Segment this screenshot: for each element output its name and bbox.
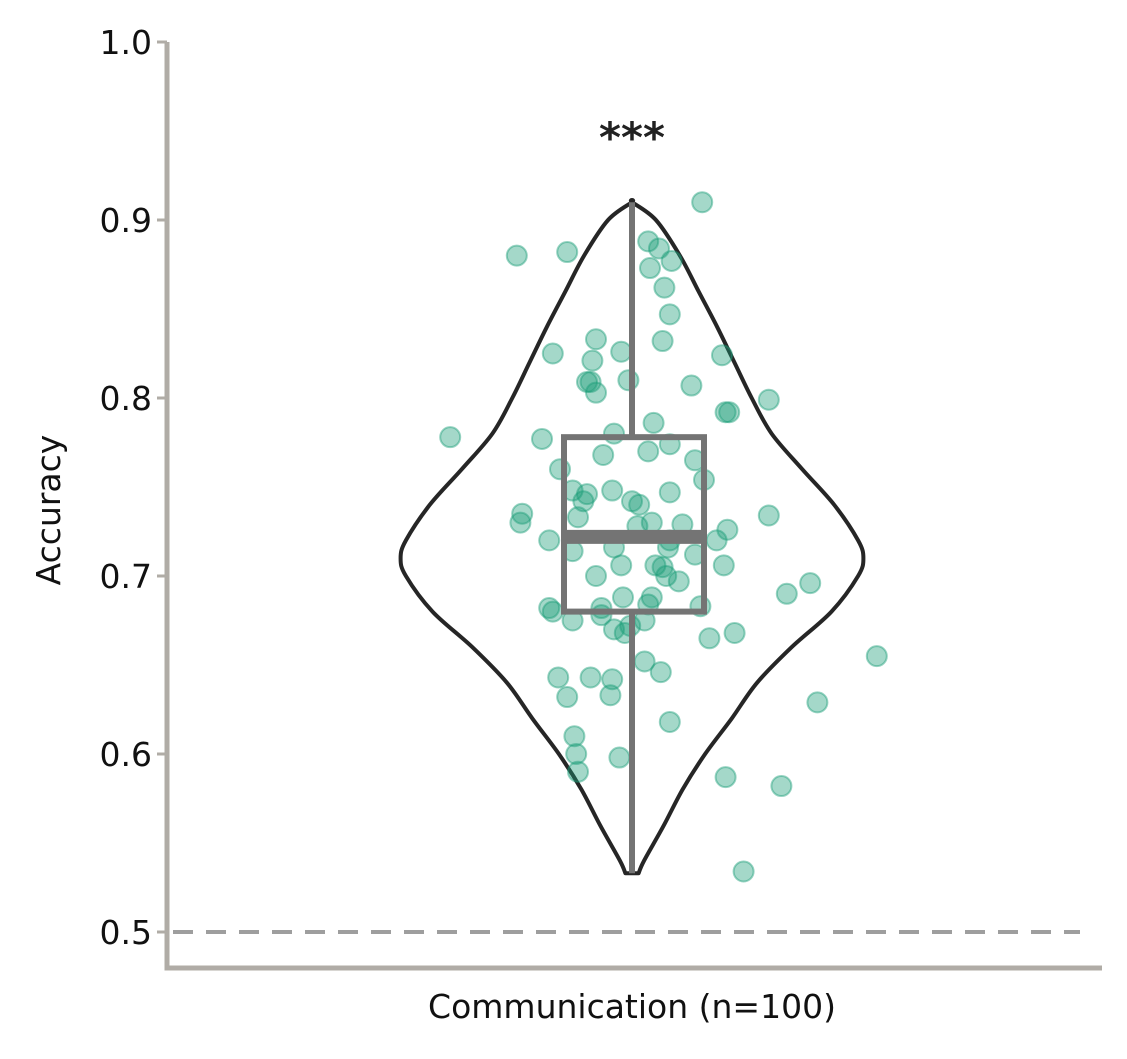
data-point — [705, 529, 728, 552]
data-point — [640, 511, 663, 534]
data-point — [718, 401, 741, 424]
y-tick-label: 0.6 — [100, 735, 152, 774]
data-point — [775, 582, 798, 605]
data-point — [698, 627, 721, 650]
data-point — [585, 328, 607, 351]
data-point — [806, 691, 829, 714]
data-points — [439, 191, 888, 883]
data-point — [651, 556, 674, 579]
data-point — [556, 241, 579, 264]
data-point — [603, 422, 625, 445]
data-point — [556, 686, 579, 709]
data-point — [610, 340, 633, 363]
data-point — [658, 710, 681, 733]
data-point — [585, 565, 607, 587]
data-point — [639, 257, 661, 280]
data-point — [541, 342, 564, 365]
data-point — [714, 766, 737, 789]
data-point — [601, 668, 624, 691]
data-point — [648, 237, 670, 260]
data-point — [770, 775, 793, 798]
data-point — [757, 388, 780, 411]
data-point — [716, 518, 739, 541]
plot-area — [164, 42, 1102, 971]
data-point — [576, 370, 598, 393]
data-point — [538, 597, 561, 620]
data-point — [603, 618, 625, 641]
data-point — [660, 249, 683, 272]
y-tick-label: 0.7 — [100, 557, 152, 596]
data-point — [538, 529, 561, 552]
data-point — [649, 661, 672, 684]
data-point — [608, 746, 631, 769]
data-point — [617, 369, 640, 392]
data-point — [439, 426, 462, 449]
data-point — [799, 572, 822, 595]
x-axis-label: Communication (n=100) — [428, 987, 836, 1026]
data-point — [547, 666, 570, 689]
data-point — [653, 276, 676, 299]
data-point — [757, 504, 780, 527]
data-point — [610, 554, 633, 577]
data-point — [651, 330, 674, 353]
data-point — [511, 502, 534, 525]
data-point — [509, 511, 532, 534]
data-point — [691, 191, 714, 214]
data-point — [637, 440, 660, 463]
data-point — [732, 860, 755, 883]
data-point — [628, 493, 651, 516]
data-point — [612, 586, 634, 609]
data-point — [601, 479, 624, 502]
data-point — [644, 554, 667, 577]
data-point — [658, 481, 681, 504]
data-point — [714, 401, 737, 424]
data-point — [579, 370, 602, 393]
data-point — [655, 565, 678, 587]
data-point — [680, 374, 703, 397]
data-point — [640, 586, 663, 609]
data-point — [585, 381, 607, 404]
data-point — [599, 684, 622, 707]
data-point — [579, 666, 602, 689]
data-point — [572, 490, 595, 513]
data-point — [563, 725, 586, 748]
y-tick-label: 0.8 — [100, 379, 152, 418]
data-point — [712, 554, 735, 577]
data-point — [667, 570, 690, 593]
data-point — [567, 760, 589, 783]
data-point — [581, 349, 604, 372]
data-point — [576, 483, 598, 506]
data-point — [865, 645, 888, 668]
y-tick-label: 0.9 — [100, 201, 152, 240]
y-axis-label: Accuracy — [29, 435, 68, 586]
violin-outline — [398, 197, 866, 876]
iqr-box — [561, 434, 707, 615]
data-point — [531, 427, 553, 450]
data-point — [711, 344, 733, 367]
data-point — [565, 743, 588, 765]
data-point — [541, 600, 564, 623]
data-point — [658, 303, 681, 326]
data-point — [723, 621, 746, 644]
y-axis-ticks: 0.5 0.6 0.7 0.8 0.9 1.0 — [100, 23, 167, 952]
data-point — [505, 244, 528, 267]
box-plot — [561, 202, 707, 874]
data-point — [637, 230, 660, 253]
y-tick-label: 0.5 — [100, 913, 152, 952]
data-point — [567, 506, 589, 529]
significance-marker: *** — [599, 113, 665, 162]
y-tick-label: 1.0 — [100, 23, 152, 62]
data-point — [642, 411, 665, 434]
data-point — [592, 443, 615, 466]
data-point — [621, 490, 643, 513]
